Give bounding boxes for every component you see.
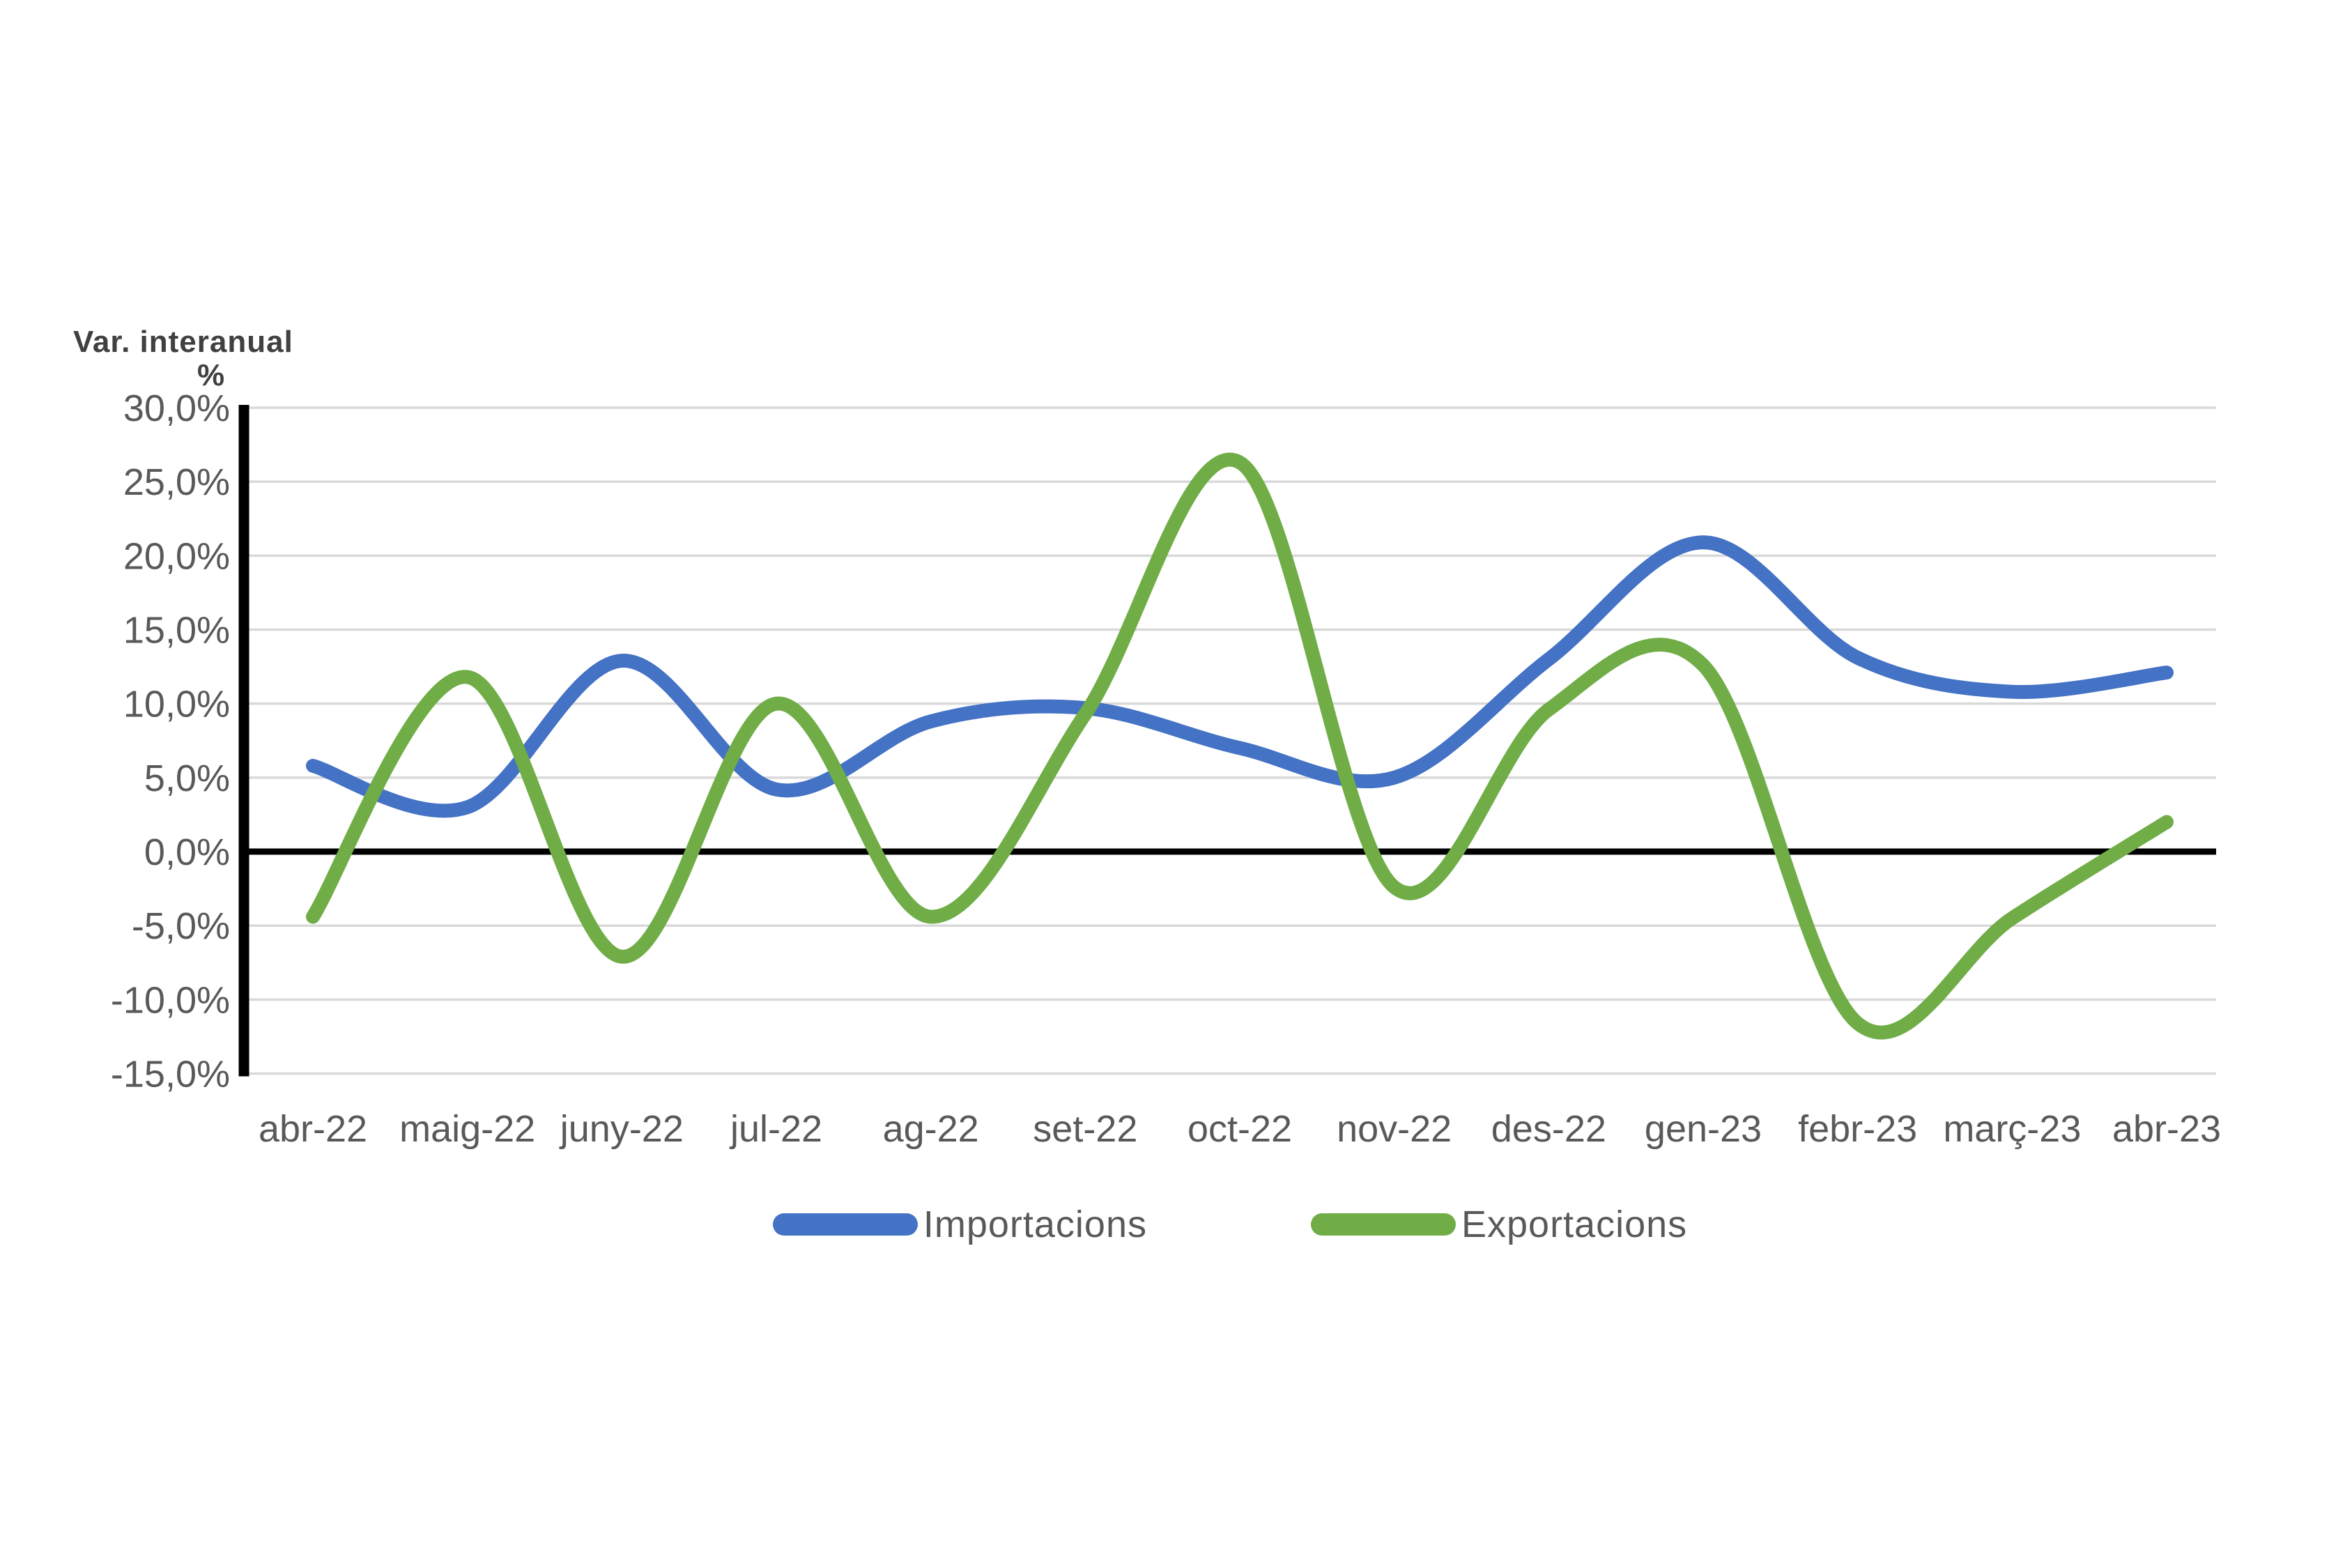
y-tick-label: 10,0% — [123, 684, 230, 725]
x-tick-label: juny-22 — [559, 1108, 684, 1150]
x-tick-label: abr-23 — [2112, 1108, 2221, 1150]
y-tick-label: 15,0% — [123, 610, 230, 652]
x-tick-label: des-22 — [1491, 1108, 1606, 1150]
legend-item-importacions: Importacions — [772, 1203, 1147, 1246]
y-tick-label: -10,0% — [111, 979, 230, 1021]
x-tick-label: nov-22 — [1337, 1108, 1452, 1150]
x-tick-label: ag-22 — [883, 1108, 979, 1150]
series-line-importacions — [306, 535, 2174, 818]
chart-title: Var. interanual — [73, 325, 293, 359]
y-tick-label: 0,0% — [144, 831, 230, 873]
x-tick-label: gen-23 — [1645, 1108, 1762, 1150]
legend-label-exportacions: Exportacions — [1461, 1204, 1688, 1245]
y-tick-label: 5,0% — [144, 758, 230, 799]
y-axis-unit-label: % — [197, 358, 225, 392]
x-tick-label: febr-23 — [1798, 1108, 1917, 1150]
legend-item-exportacions: Exportacions — [1310, 1203, 1688, 1246]
y-tick-label: 25,0% — [123, 461, 230, 503]
legend: Importacions Exportacions — [244, 1193, 2216, 1256]
y-tick-label: -15,0% — [111, 1054, 230, 1096]
x-tick-label: abr-22 — [259, 1108, 367, 1150]
y-tick-label: 20,0% — [123, 535, 230, 577]
x-tick-label: set-22 — [1033, 1108, 1137, 1150]
x-tick-label: jul-22 — [729, 1108, 822, 1150]
x-tick-label: maig-22 — [399, 1108, 535, 1150]
y-tick-label: -5,0% — [132, 905, 230, 947]
exportacions-line-swatch — [1310, 1213, 1456, 1236]
x-tick-label: març-23 — [1943, 1108, 2081, 1150]
y-tick-label: 30,0% — [123, 387, 230, 429]
importacions-line-swatch — [772, 1213, 918, 1236]
legend-label-importacions: Importacions — [923, 1204, 1147, 1245]
series-line-exportacions — [306, 453, 2174, 1040]
x-tick-label: oct-22 — [1187, 1108, 1292, 1150]
